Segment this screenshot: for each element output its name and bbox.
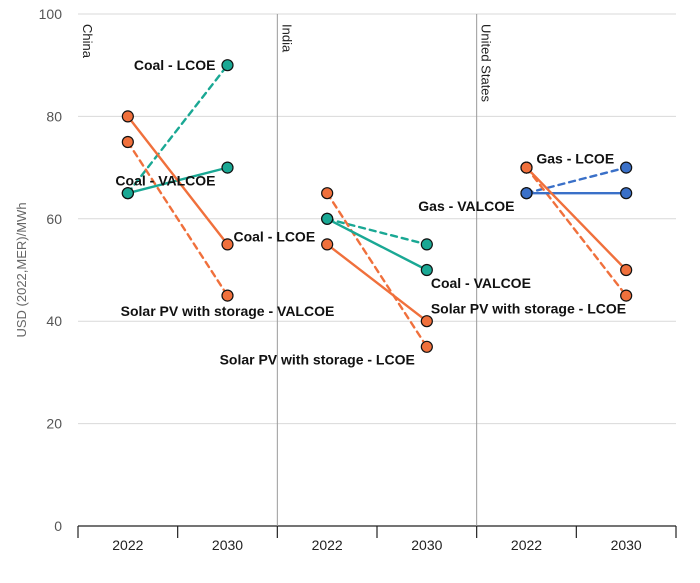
tick-labels: 0 20 40 60 80 100 2022 2030 2022 2030 2022 2030: [39, 6, 642, 553]
series-annotation: Coal - LCOE: [233, 229, 315, 245]
series-line: [126, 140, 229, 297]
data-point: [121, 187, 134, 200]
data-point: [121, 110, 134, 123]
panel-label: India: [279, 24, 294, 53]
x-tick-label: 2022: [112, 537, 143, 553]
series-annotation: Coal - LCOE: [134, 57, 216, 73]
series-line: [525, 166, 628, 195]
y-tick-label: 40: [46, 313, 62, 329]
data-point: [620, 187, 633, 200]
series-line: [525, 166, 628, 297]
axes: [77, 14, 677, 538]
data-point: [420, 340, 433, 353]
data-point: [620, 263, 633, 277]
data-point: [520, 161, 533, 174]
data-point: [620, 161, 633, 174]
data-point: [620, 289, 633, 302]
data-point: [420, 238, 433, 251]
data-point: [221, 59, 234, 72]
series-line: [126, 115, 229, 246]
y-tick-label: 60: [46, 211, 62, 227]
data-point: [121, 135, 134, 149]
x-tick-label: 2030: [411, 537, 442, 553]
series-annotation: Gas - LCOE: [536, 150, 614, 166]
series: [121, 59, 633, 353]
x-tick-label: 2022: [312, 537, 343, 553]
x-tick-label: 2022: [511, 537, 542, 553]
series-line: [325, 217, 429, 272]
x-tick-label: 2030: [212, 537, 243, 553]
series-annotation: Solar PV with storage - LCOE: [220, 352, 415, 368]
data-point: [221, 238, 234, 251]
annotations: Coal - LCOE Coal - VALCOE Solar PV with st…: [115, 57, 626, 367]
y-tick-label: 80: [46, 108, 62, 124]
data-point: [321, 238, 334, 251]
data-point: [420, 315, 433, 328]
data-point: [221, 161, 234, 174]
series-annotation: Solar PV with storage - LCOE: [431, 300, 626, 316]
data-point: [321, 187, 334, 200]
panel-labels: China India United States: [80, 24, 494, 103]
series-line: [325, 191, 429, 348]
series-line: [325, 243, 429, 323]
panel-label: China: [80, 24, 95, 59]
series-line: [126, 63, 229, 195]
y-tick-label: 0: [54, 518, 62, 534]
series-annotation: Coal - VALCOE: [431, 275, 531, 291]
data-point: [321, 212, 334, 225]
x-tick-label: 2030: [611, 537, 642, 553]
series-line: [525, 166, 628, 272]
data-point: [520, 187, 533, 200]
series-annotation: Gas - VALCOE: [418, 198, 514, 214]
y-tick-label: 20: [46, 416, 62, 432]
panel-label: United States: [479, 24, 494, 103]
series-line: [325, 217, 429, 246]
data-point: [221, 289, 234, 302]
y-tick-label: 100: [39, 6, 63, 22]
series-annotation: Coal - VALCOE: [115, 172, 215, 188]
data-point: [420, 263, 433, 277]
y-axis-title: USD (2022,MER)/MWh: [14, 202, 29, 337]
series-annotation: Solar PV with storage - VALCOE: [121, 303, 335, 319]
